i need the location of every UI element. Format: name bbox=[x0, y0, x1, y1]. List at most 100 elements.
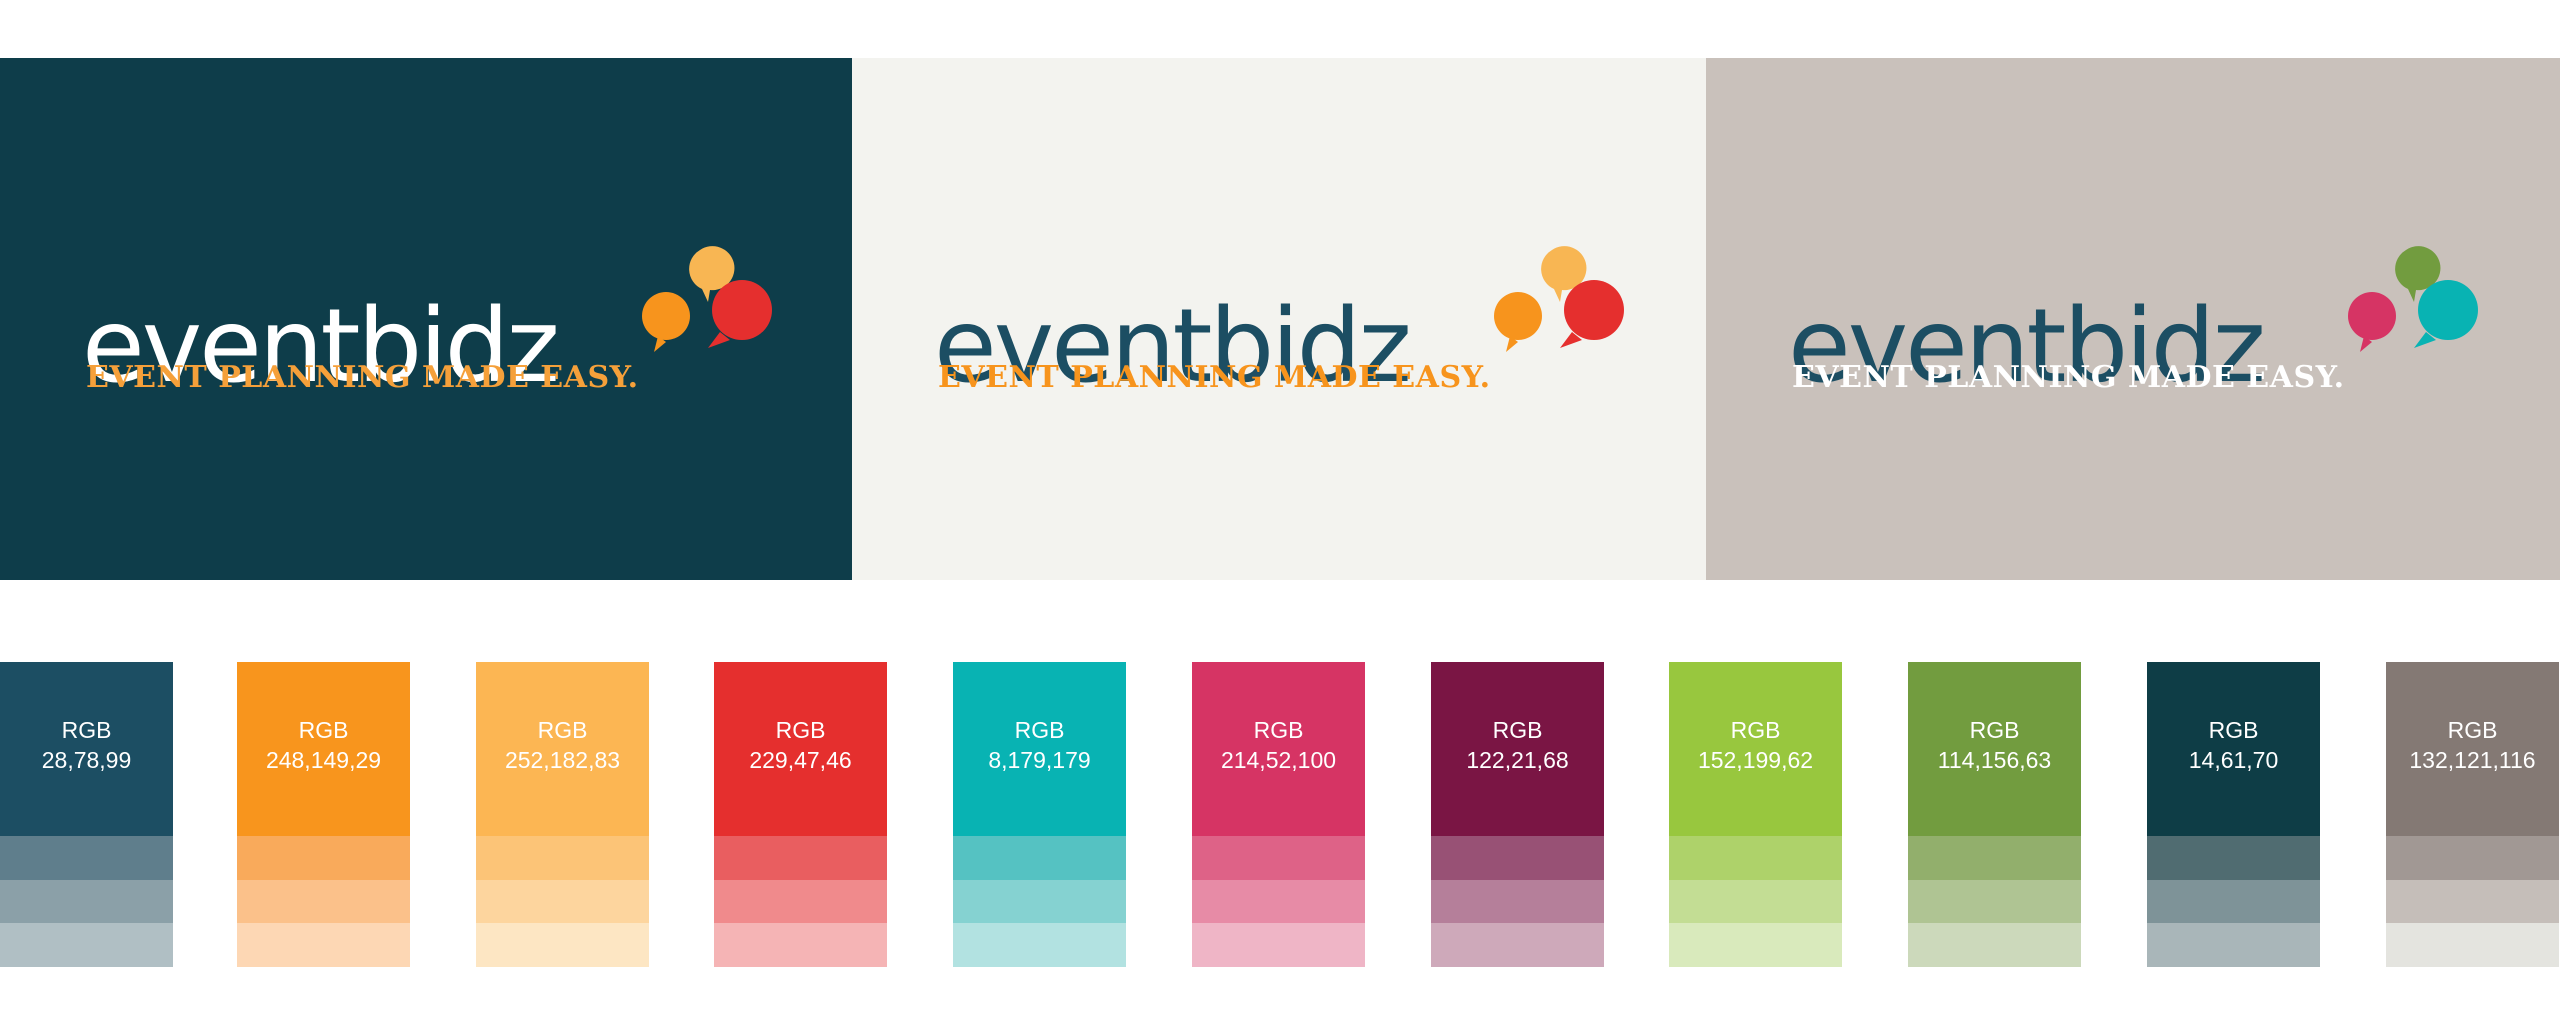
swatch-tint-2 bbox=[953, 879, 1126, 924]
color-swatch: RGB 122,21,68 bbox=[1431, 662, 1604, 967]
swatch-tint-1 bbox=[953, 836, 1126, 880]
logo-wordmark: eventbidz bbox=[1788, 287, 2266, 406]
swatch-label: RGB bbox=[775, 717, 826, 743]
bubble-2-tail bbox=[2360, 336, 2372, 352]
color-swatch: RGB 248,149,29 bbox=[237, 662, 410, 967]
logo-panel-dark: eventbidz EVENT PLANNING MADE EASY. bbox=[0, 58, 852, 580]
swatch-tint-1 bbox=[1908, 836, 2081, 880]
bubble-1 bbox=[1541, 246, 1587, 302]
swatch-label: RGB bbox=[298, 717, 349, 743]
swatch-main: RGB 8,179,179 bbox=[953, 662, 1126, 836]
swatch-label: RGB bbox=[1492, 717, 1543, 743]
swatch-tint-2 bbox=[1908, 879, 2081, 924]
swatch-value: 152,199,62 bbox=[1697, 747, 1814, 773]
swatch-tint-1 bbox=[1669, 836, 1842, 880]
swatch-tint-3 bbox=[2386, 923, 2559, 967]
swatch-tint-3 bbox=[2147, 923, 2320, 967]
logo-wordmark: eventbidz bbox=[82, 287, 560, 406]
bubble-3-tail bbox=[708, 332, 730, 348]
swatch-tint-2 bbox=[0, 879, 173, 924]
bubble-2 bbox=[1494, 292, 1542, 340]
color-swatch: RGB 8,179,179 bbox=[953, 662, 1126, 967]
swatch-value: 214,52,100 bbox=[1220, 747, 1337, 773]
logo-tagline: EVENT PLANNING MADE EASY. bbox=[86, 360, 639, 395]
swatch-value: 8,179,179 bbox=[988, 747, 1091, 773]
swatch-tint-3 bbox=[1192, 923, 1365, 967]
swatch-value: 132,121,116 bbox=[2409, 747, 2536, 773]
swatch-label: RGB bbox=[2208, 717, 2259, 743]
bubble-2 bbox=[642, 292, 690, 340]
swatch-main: RGB 252,182,83 bbox=[476, 662, 649, 836]
logo-tagline: EVENT PLANNING MADE EASY. bbox=[1792, 360, 2345, 395]
swatch-main: RGB 248,149,29 bbox=[237, 662, 410, 836]
swatch-tint-1 bbox=[476, 836, 649, 880]
swatch-main: RGB 229,47,46 bbox=[714, 662, 887, 836]
bubble-3-tail bbox=[1560, 332, 1582, 348]
swatch-main: RGB 114,156,63 bbox=[1908, 662, 2081, 836]
swatch-label: RGB bbox=[2447, 717, 2498, 743]
bubble-3-tail bbox=[2414, 332, 2436, 348]
swatch-value: 248,149,29 bbox=[265, 747, 382, 773]
swatch-tint-2 bbox=[2386, 879, 2559, 924]
swatch-tint-3 bbox=[0, 923, 173, 967]
logo-panel-taupe: eventbidz EVENT PLANNING MADE EASY. bbox=[1706, 58, 2560, 580]
bubble-2 bbox=[2348, 292, 2396, 340]
swatch-label: RGB bbox=[61, 717, 112, 743]
swatch-value: 252,182,83 bbox=[504, 747, 621, 773]
bubble-1 bbox=[689, 246, 735, 302]
color-swatch: RGB 114,156,63 bbox=[1908, 662, 2081, 967]
swatch-label: RGB bbox=[1969, 717, 2020, 743]
swatch-tint-2 bbox=[237, 879, 410, 924]
speech-bubbles-icon bbox=[2348, 246, 2478, 352]
swatch-tint-3 bbox=[1908, 923, 2081, 967]
swatch-tint-3 bbox=[714, 923, 887, 967]
swatch-main: RGB 132,121,116 bbox=[2386, 662, 2559, 836]
swatch-label: RGB bbox=[1253, 717, 1304, 743]
color-swatch: RGB 14,61,70 bbox=[2147, 662, 2320, 967]
swatch-tint-2 bbox=[2147, 879, 2320, 924]
swatch-tint-3 bbox=[953, 923, 1126, 967]
color-swatch: RGB 252,182,83 bbox=[476, 662, 649, 967]
swatch-main: RGB 152,199,62 bbox=[1669, 662, 1842, 836]
logo-panel-light: eventbidz EVENT PLANNING MADE EASY. bbox=[852, 58, 1706, 580]
color-swatch: RGB 152,199,62 bbox=[1669, 662, 1842, 967]
color-swatch: RGB 214,52,100 bbox=[1192, 662, 1365, 967]
logo-tagline: EVENT PLANNING MADE EASY. bbox=[938, 360, 1491, 395]
swatch-main: RGB 122,21,68 bbox=[1431, 662, 1604, 836]
swatch-value: 28,78,99 bbox=[41, 747, 132, 773]
swatch-tint-1 bbox=[714, 836, 887, 880]
logo-panels: eventbidz EVENT PLANNING MADE EASY. even… bbox=[0, 58, 2560, 580]
speech-bubbles-icon bbox=[1494, 246, 1624, 352]
swatch-tint-1 bbox=[2386, 836, 2559, 880]
bubble-3 bbox=[2418, 280, 2478, 340]
swatch-label: RGB bbox=[1730, 717, 1781, 743]
swatch-main: RGB 214,52,100 bbox=[1192, 662, 1365, 836]
swatch-tint-3 bbox=[237, 923, 410, 967]
swatch-tint-1 bbox=[2147, 836, 2320, 880]
swatch-tint-2 bbox=[1669, 879, 1842, 924]
swatch-tint-2 bbox=[476, 879, 649, 924]
swatch-label: RGB bbox=[537, 717, 588, 743]
swatch-tint-3 bbox=[476, 923, 649, 967]
swatch-tint-1 bbox=[1192, 836, 1365, 880]
speech-bubbles-icon bbox=[642, 246, 772, 352]
swatch-tint-2 bbox=[714, 879, 887, 924]
swatch-tint-1 bbox=[0, 836, 173, 880]
color-palette: RGB 28,78,99 RGB 248,149,29 RGB 252,182,83 … bbox=[0, 662, 2560, 967]
swatch-tint-3 bbox=[1669, 923, 1842, 967]
bubble-2-tail bbox=[654, 336, 666, 352]
swatch-main: RGB 28,78,99 bbox=[0, 662, 173, 836]
color-swatch: RGB 229,47,46 bbox=[714, 662, 887, 967]
swatch-value: 114,156,63 bbox=[1937, 747, 2052, 773]
swatch-tint-1 bbox=[237, 836, 410, 880]
bubble-2-tail bbox=[1506, 336, 1518, 352]
bubble-3 bbox=[1564, 280, 1624, 340]
bubble-3 bbox=[712, 280, 772, 340]
swatch-label: RGB bbox=[1014, 717, 1065, 743]
color-swatch: RGB 28,78,99 bbox=[0, 662, 173, 967]
bubble-1 bbox=[2395, 246, 2441, 302]
swatch-main: RGB 14,61,70 bbox=[2147, 662, 2320, 836]
color-swatch: RGB 132,121,116 bbox=[2386, 662, 2559, 967]
swatch-value: 229,47,46 bbox=[749, 747, 852, 773]
swatch-tint-3 bbox=[1431, 923, 1604, 967]
